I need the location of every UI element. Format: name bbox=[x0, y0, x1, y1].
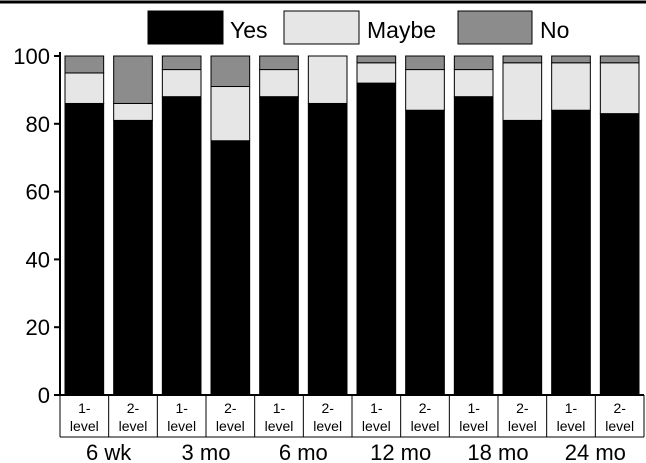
x-category-label-line1: 2- bbox=[127, 400, 140, 416]
bar-segment-yes bbox=[453, 96, 494, 396]
x-category-label-line2: level bbox=[411, 418, 440, 434]
x-category-label-line2: level bbox=[313, 418, 342, 434]
x-category-label-line2: level bbox=[167, 418, 196, 434]
bar-segment-no bbox=[210, 55, 251, 88]
legend-swatch-yes bbox=[147, 10, 224, 45]
x-category-label-line1: 2- bbox=[613, 400, 626, 416]
bar-segment-yes bbox=[113, 119, 153, 396]
y-tick-label: 100 bbox=[13, 44, 50, 69]
y-tick-label: 60 bbox=[26, 180, 50, 205]
bar-segment-yes bbox=[64, 102, 105, 396]
bar-segment-maybe bbox=[210, 86, 251, 142]
x-group-label: 3 mo bbox=[182, 440, 231, 463]
bar-segment-yes bbox=[307, 102, 348, 396]
bar-segment-maybe bbox=[599, 62, 640, 115]
bar-segment-no bbox=[161, 55, 202, 71]
legend-label-no: No bbox=[540, 17, 569, 43]
x-category-label-line1: 1- bbox=[273, 400, 286, 416]
bar-segment-maybe bbox=[551, 62, 591, 111]
bar-segment-no bbox=[453, 55, 494, 71]
bar-segment-yes bbox=[551, 109, 591, 396]
x-category-label-line2: level bbox=[216, 418, 245, 434]
bar-segment-yes bbox=[259, 96, 299, 396]
x-group-label: 12 mo bbox=[370, 440, 431, 463]
x-group-label: 18 mo bbox=[467, 440, 528, 463]
x-category-label-line1: 2- bbox=[224, 400, 237, 416]
x-category-label-line2: level bbox=[70, 418, 99, 434]
legend-swatch-maybe bbox=[283, 10, 360, 45]
x-category-label-line1: 1- bbox=[565, 400, 578, 416]
bar-segment-maybe bbox=[259, 69, 299, 98]
x-category-label-line1: 2- bbox=[419, 400, 432, 416]
x-category-label-line1: 1- bbox=[467, 400, 480, 416]
bar-segment-yes bbox=[210, 140, 251, 396]
bar-segment-no bbox=[599, 55, 640, 64]
bar-segment-no bbox=[356, 55, 397, 64]
bar-segment-no bbox=[405, 55, 445, 71]
bar-segment-maybe bbox=[113, 102, 153, 121]
bar-segment-no bbox=[64, 55, 105, 74]
bar-segment-yes bbox=[599, 113, 640, 396]
y-tick-label: 20 bbox=[26, 315, 50, 340]
x-category-label-line1: 1- bbox=[78, 400, 91, 416]
x-group-label: 6 wk bbox=[86, 440, 132, 463]
x-category-label-line2: level bbox=[265, 418, 294, 434]
x-category-label-line1: 2- bbox=[321, 400, 334, 416]
y-tick-label: 80 bbox=[26, 112, 50, 137]
x-category-label-line1: 1- bbox=[370, 400, 383, 416]
legend-label-maybe: Maybe bbox=[367, 17, 436, 43]
x-category-label-line2: level bbox=[459, 418, 488, 434]
bar-segment-maybe bbox=[64, 72, 105, 104]
legend: Yes Maybe No bbox=[147, 10, 569, 45]
bar-segment-no bbox=[259, 55, 299, 71]
legend-label-yes: Yes bbox=[230, 17, 268, 43]
bar-segment-maybe bbox=[307, 55, 348, 104]
x-category-label-line2: level bbox=[557, 418, 586, 434]
x-category-label-line1: 2- bbox=[516, 400, 529, 416]
bar-segment-no bbox=[113, 55, 153, 104]
y-tick-label: 40 bbox=[26, 247, 50, 272]
bar-segment-yes bbox=[502, 119, 543, 396]
bar-segment-maybe bbox=[502, 62, 543, 121]
x-group-label: 24 mo bbox=[565, 440, 626, 463]
bar-segment-no bbox=[551, 55, 591, 64]
bar-segment-maybe bbox=[453, 69, 494, 98]
bar-segment-yes bbox=[161, 96, 202, 396]
bar-segment-maybe bbox=[356, 62, 397, 84]
x-category-label-line2: level bbox=[119, 418, 148, 434]
x-group-label: 6 mo bbox=[279, 440, 328, 463]
bar-segment-yes bbox=[405, 109, 445, 396]
x-axis: 1- level 2- level 1- level 2- level 1- level 2- lev… bbox=[59, 394, 645, 463]
legend-swatch-no bbox=[457, 10, 533, 45]
x-category-label-line2: level bbox=[508, 418, 537, 434]
bar-segment-maybe bbox=[161, 69, 202, 98]
bar-segment-maybe bbox=[405, 69, 445, 111]
bar-segment-yes bbox=[356, 82, 397, 396]
bar-segment-no bbox=[502, 55, 543, 64]
x-category-label-line2: level bbox=[605, 418, 634, 434]
x-category-label-line1: 1- bbox=[175, 400, 188, 416]
y-tick-label: 0 bbox=[38, 383, 50, 408]
bars bbox=[64, 55, 640, 396]
y-axis: 0 20 40 60 80 100 bbox=[13, 44, 61, 408]
x-category-label-line2: level bbox=[362, 418, 391, 434]
